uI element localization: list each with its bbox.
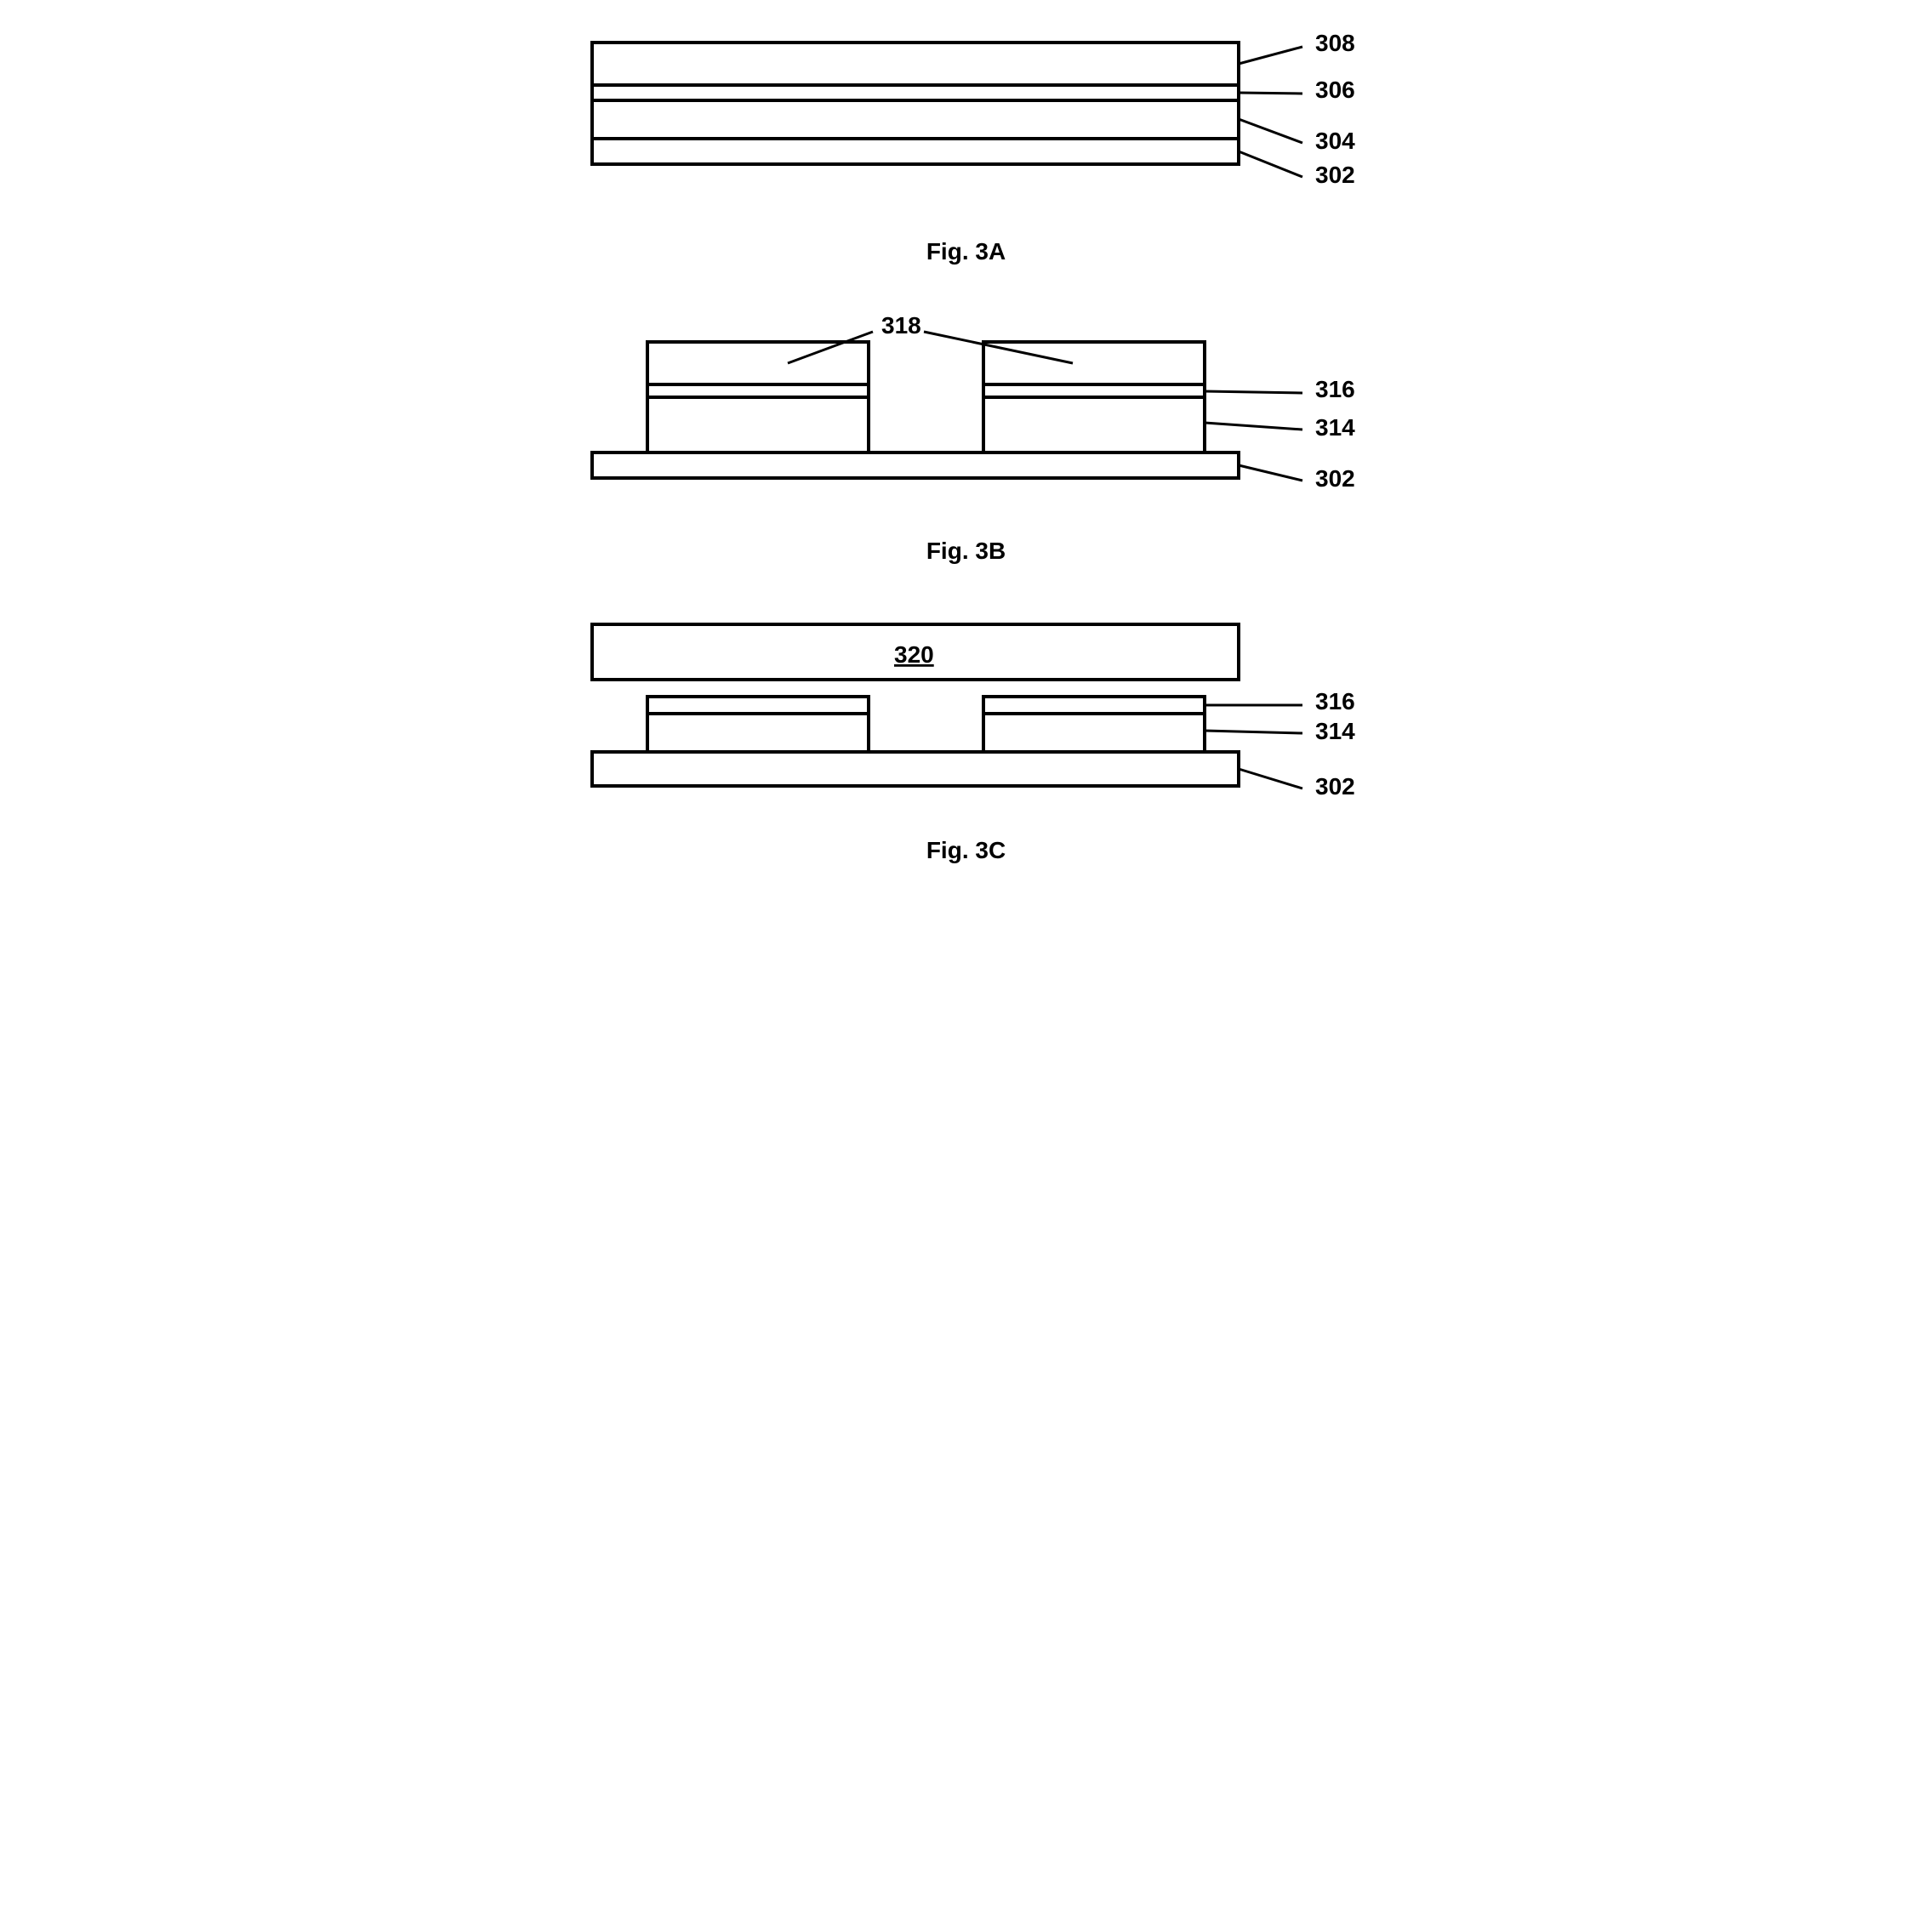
- svg-text:308: 308: [1315, 34, 1355, 56]
- svg-text:314: 314: [1315, 414, 1355, 441]
- svg-text:304: 304: [1315, 128, 1355, 154]
- svg-text:316: 316: [1315, 376, 1355, 402]
- svg-text:316: 316: [1315, 688, 1355, 714]
- fig-3c-svg: 320 316 314 302: [541, 616, 1392, 820]
- svg-text:306: 306: [1315, 77, 1355, 103]
- svg-text:302: 302: [1315, 162, 1355, 188]
- fig-3b-svg: 318 316 314 302: [541, 316, 1392, 521]
- fig-3c: 320 316 314 302 Fig. 3C: [541, 616, 1392, 864]
- fig-3b: 318 316 314 302 Fig. 3B: [541, 316, 1392, 565]
- fig-3b-caption: Fig. 3B: [541, 538, 1392, 565]
- fig-3c-caption: Fig. 3C: [541, 837, 1392, 864]
- svg-text:302: 302: [1315, 465, 1355, 492]
- fig-3a-svg: 308 306 304 302: [541, 34, 1392, 221]
- svg-text:314: 314: [1315, 718, 1355, 744]
- fig-3a: 308 306 304 302 Fig. 3A: [541, 34, 1392, 265]
- figure-container: 308 306 304 302 Fig. 3A 318 316 314 302 Fig. 3…: [541, 34, 1392, 864]
- fig-3a-caption: Fig. 3A: [541, 238, 1392, 265]
- svg-text:318: 318: [881, 316, 921, 339]
- svg-text:302: 302: [1315, 773, 1355, 800]
- svg-text:320: 320: [894, 641, 934, 668]
